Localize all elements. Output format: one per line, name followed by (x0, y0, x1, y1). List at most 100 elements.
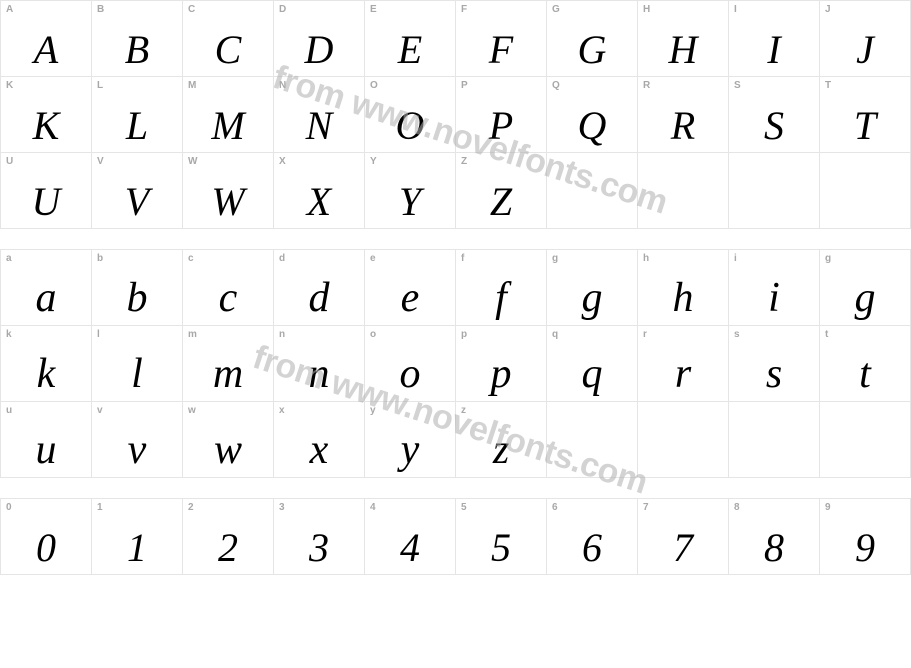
cell-glyph: V (92, 182, 182, 222)
cell-glyph: U (1, 182, 91, 222)
glyph-cell: E E (365, 1, 456, 77)
cell-glyph: x (274, 429, 364, 471)
glyph-cell: 9 9 (820, 499, 911, 575)
cell-label: U (6, 156, 14, 167)
cell-label: x (279, 405, 285, 416)
cell-label: Y (370, 156, 377, 167)
cell-label: 1 (97, 502, 103, 513)
glyph-cell: c c (183, 250, 274, 326)
glyph-cell: 5 5 (456, 499, 547, 575)
cell-glyph: 8 (729, 528, 819, 568)
glyph-cell: R R (638, 77, 729, 153)
glyph-cell-empty (729, 153, 820, 229)
cell-label: L (97, 80, 103, 91)
cell-label: J (825, 4, 831, 15)
cell-glyph: e (365, 277, 455, 319)
glyph-cell-empty (638, 153, 729, 229)
cell-glyph: N (274, 106, 364, 146)
cell-glyph: n (274, 353, 364, 395)
cell-label: u (6, 405, 12, 416)
cell-label: N (279, 80, 287, 91)
cell-glyph: G (547, 30, 637, 70)
cell-glyph: E (365, 30, 455, 70)
cell-label: F (461, 4, 467, 15)
cell-label: 7 (643, 502, 649, 513)
glyph-cell: h h (638, 250, 729, 326)
glyph-cell: y y (365, 402, 456, 478)
cell-label: c (188, 253, 194, 264)
cell-glyph: C (183, 30, 273, 70)
cell-glyph: T (820, 106, 910, 146)
glyph-cell: M M (183, 77, 274, 153)
cell-glyph: g (820, 277, 910, 319)
cell-glyph: S (729, 106, 819, 146)
cell-label: 9 (825, 502, 831, 513)
glyph-cell: d d (274, 250, 365, 326)
glyph-cell: L L (92, 77, 183, 153)
glyph-cell: n n (274, 326, 365, 402)
cell-glyph: 0 (1, 528, 91, 568)
cell-label: b (97, 253, 103, 264)
glyph-cell: F F (456, 1, 547, 77)
cell-glyph: u (1, 429, 91, 471)
cell-glyph: b (92, 277, 182, 319)
glyph-cell: g g (547, 250, 638, 326)
cell-glyph: s (729, 353, 819, 395)
glyph-cell: g g (820, 250, 911, 326)
glyph-cell: Q Q (547, 77, 638, 153)
cell-glyph: 1 (92, 528, 182, 568)
cell-label: V (97, 156, 104, 167)
cell-label: o (370, 329, 376, 340)
cell-label: n (279, 329, 285, 340)
cell-glyph: r (638, 353, 728, 395)
cell-label: H (643, 4, 651, 15)
glyph-cell: o o (365, 326, 456, 402)
glyph-cell: u u (1, 402, 92, 478)
glyph-cell: N N (274, 77, 365, 153)
cell-label: R (643, 80, 651, 91)
cell-glyph: 3 (274, 528, 364, 568)
cell-label: C (188, 4, 196, 15)
cell-glyph: 6 (547, 528, 637, 568)
glyph-cell: A A (1, 1, 92, 77)
cell-label: 6 (552, 502, 558, 513)
glyph-cell: a a (1, 250, 92, 326)
cell-glyph: 5 (456, 528, 546, 568)
font-character-map: A A B B C C D D E E F F G G H H (0, 0, 911, 575)
cell-label: W (188, 156, 198, 167)
cell-label: Q (552, 80, 560, 91)
cell-glyph: 9 (820, 528, 910, 568)
cell-label: X (279, 156, 286, 167)
cell-label: e (370, 253, 376, 264)
glyph-cell: P P (456, 77, 547, 153)
cell-glyph: 7 (638, 528, 728, 568)
cell-glyph: O (365, 106, 455, 146)
cell-glyph: 4 (365, 528, 455, 568)
cell-label: l (97, 329, 100, 340)
glyph-cell-empty (547, 402, 638, 478)
cell-glyph: K (1, 106, 91, 146)
cell-glyph: F (456, 30, 546, 70)
cell-glyph: v (92, 429, 182, 471)
glyph-cell: t t (820, 326, 911, 402)
glyph-cell: G G (547, 1, 638, 77)
uppercase-grid: A A B B C C D D E E F F G G H H (0, 0, 911, 229)
cell-label: f (461, 253, 465, 264)
cell-glyph: R (638, 106, 728, 146)
cell-glyph: A (1, 30, 91, 70)
glyph-cell: V V (92, 153, 183, 229)
cell-label: t (825, 329, 829, 340)
cell-label: v (97, 405, 103, 416)
glyph-cell: b b (92, 250, 183, 326)
cell-label: 3 (279, 502, 285, 513)
glyph-cell: I I (729, 1, 820, 77)
glyph-cell-empty (820, 153, 911, 229)
glyph-cell: 0 0 (1, 499, 92, 575)
glyph-cell: 4 4 (365, 499, 456, 575)
glyph-cell: S S (729, 77, 820, 153)
cell-label: M (188, 80, 197, 91)
cell-glyph: h (638, 277, 728, 319)
cell-glyph: q (547, 353, 637, 395)
cell-glyph: Z (456, 182, 546, 222)
cell-label: g (552, 253, 558, 264)
